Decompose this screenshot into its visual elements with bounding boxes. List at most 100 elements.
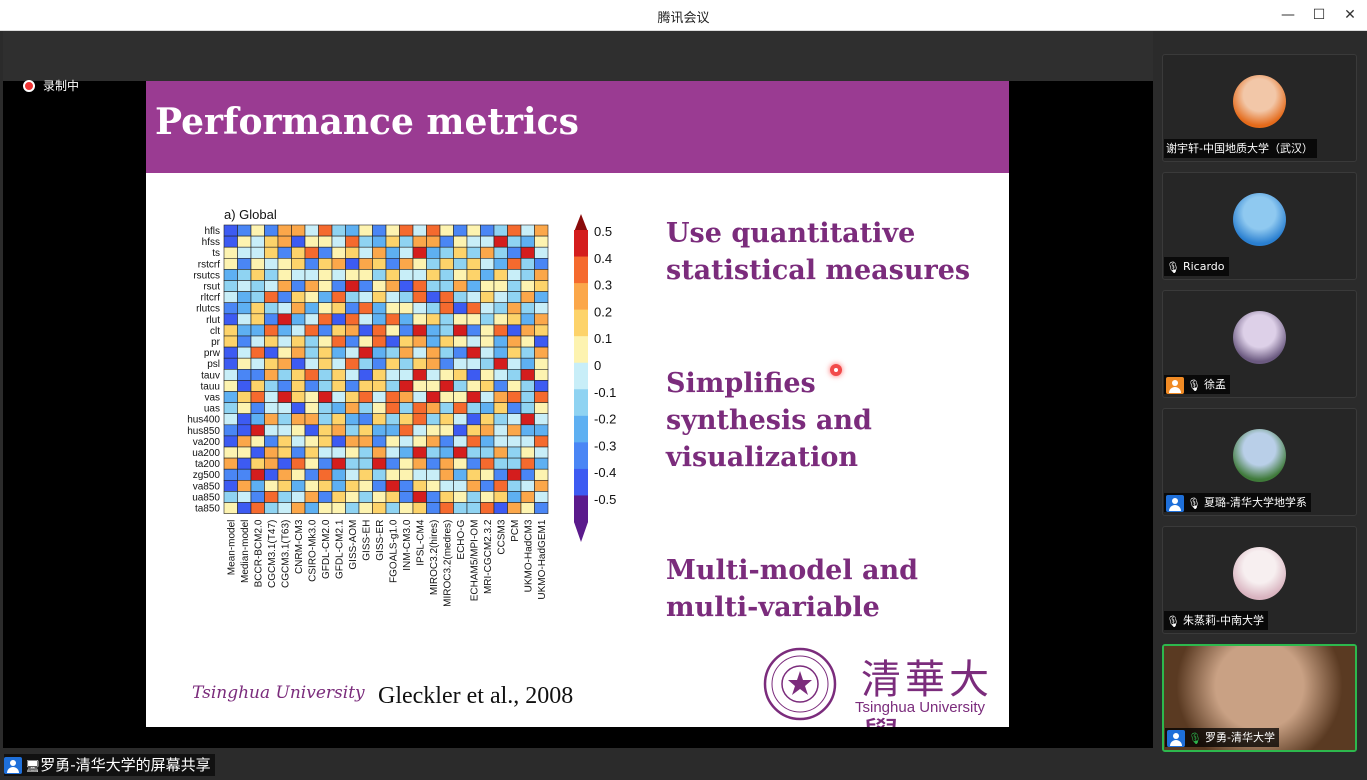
participant-tile[interactable]: 🎙 Ricardo (1162, 172, 1357, 280)
heatmap-cell (520, 291, 535, 303)
screen-share-label[interactable]: 🖥罗勇-清华大学的屏幕共享 (4, 754, 215, 776)
heatmap-cell (237, 280, 252, 292)
heatmap-cell (250, 302, 265, 315)
participant-name: 🎙 Ricardo (1164, 257, 1229, 276)
heatmap-cell (453, 391, 468, 403)
heatmap-cell (358, 257, 373, 270)
heatmap-cell (480, 435, 495, 448)
heatmap-cell (237, 424, 252, 437)
row-label: va850 (193, 481, 221, 492)
heatmap-cell (264, 413, 279, 426)
heatmap-cell (250, 346, 265, 359)
heatmap-cell (237, 357, 252, 370)
heatmap-cell (358, 235, 373, 248)
heatmap-cell (372, 291, 387, 303)
heatmap-cell (412, 502, 427, 514)
heatmap-cell (385, 402, 400, 415)
heatmap-cell (385, 413, 400, 426)
heatmap-cell (439, 457, 454, 470)
heatmap-cell (399, 502, 414, 514)
maximize-button[interactable]: ☐ (1312, 7, 1326, 23)
heatmap-cell (250, 491, 265, 503)
heatmap-cell (507, 324, 522, 337)
colorbar-segment (574, 362, 588, 390)
heatmap-cell (358, 413, 373, 426)
heatmap-cell (439, 235, 454, 248)
row-label: hus850 (187, 426, 220, 437)
heatmap-cell (237, 346, 252, 359)
heatmap-cell (385, 391, 400, 403)
heatmap-cell (480, 335, 495, 348)
heatmap-cell (385, 479, 400, 492)
participant-tile[interactable]: 🎙 徐孟 (1162, 290, 1357, 398)
heatmap-cell (480, 446, 495, 459)
heatmap-cell (439, 324, 454, 337)
heatmap-cell (264, 246, 279, 259)
minimize-button[interactable]: — (1281, 7, 1295, 23)
participant-tile[interactable]: 🎙 朱蒸莉-中南大学 (1162, 526, 1357, 634)
heatmap-cell (318, 280, 333, 292)
heatmap-cell (426, 346, 441, 359)
heatmap-cell (372, 257, 387, 270)
heatmap-cell (439, 313, 454, 326)
heatmap-cell (466, 435, 481, 448)
heatmap-cell (318, 324, 333, 337)
column-label: GFDL-CM2.1 (335, 519, 346, 579)
heatmap-cell (304, 457, 319, 470)
heatmap-cell (426, 313, 441, 326)
heatmap-cell (466, 391, 481, 403)
heatmap-cell (507, 357, 522, 370)
colorbar-segment (574, 389, 588, 417)
heatmap-cell (439, 424, 454, 437)
person-icon (1166, 376, 1184, 394)
row-label: tauu (201, 381, 220, 392)
heatmap-cell (480, 413, 495, 426)
university-seal-icon (763, 647, 837, 721)
heatmap-cell (399, 468, 414, 481)
colorbar-segment (574, 442, 588, 470)
heatmap-cell (264, 369, 279, 381)
avatar (1233, 547, 1286, 600)
close-button[interactable]: ✕ (1344, 7, 1356, 23)
heatmap-cell (318, 457, 333, 470)
row-label: zg500 (193, 470, 221, 481)
heatmap-cell (291, 269, 306, 281)
heatmap-cell (466, 224, 481, 237)
heatmap-cell (534, 402, 549, 415)
participant-tile-active-speaker[interactable]: 🎙 罗勇-清华大学 (1162, 644, 1357, 752)
heatmap-cell (385, 491, 400, 503)
heatmap-cell (345, 391, 360, 403)
heatmap-cell (493, 357, 508, 370)
heatmap-cell (507, 257, 522, 270)
recording-indicator[interactable]: 录制中 (23, 77, 79, 94)
heatmap-cell (331, 391, 346, 403)
heatmap-cell (223, 402, 238, 415)
heatmap-cell (439, 280, 454, 292)
heatmap-cell (426, 224, 441, 237)
heatmap-cell (331, 257, 346, 270)
heatmap-cell (507, 302, 522, 315)
person-icon (1167, 729, 1185, 747)
colorbar-segment (574, 336, 588, 364)
heatmap-cell (412, 324, 427, 337)
heatmap-cell (534, 280, 549, 292)
heatmap-cell (385, 357, 400, 370)
heatmap-cell (277, 446, 292, 459)
heatmap-cell (399, 457, 414, 470)
participant-tile[interactable]: 谢宇轩-中国地质大学（武汉） (1162, 54, 1357, 162)
heatmap-cell (453, 257, 468, 270)
heatmap-cell (345, 269, 360, 281)
heatmap-cell (318, 291, 333, 303)
heatmap-cell (412, 446, 427, 459)
heatmap-cell (331, 369, 346, 381)
heatmap-cell (358, 468, 373, 481)
heatmap-cell (237, 335, 252, 348)
heatmap-cell (318, 269, 333, 281)
heatmap-cell (264, 313, 279, 326)
heatmap-cell (426, 491, 441, 503)
heatmap-cell (331, 491, 346, 503)
heatmap-cell (399, 391, 414, 403)
heatmap-cell (507, 313, 522, 326)
heatmap-cell (493, 435, 508, 448)
participant-tile[interactable]: 🎙 夏璐-清华大学地学系 (1162, 408, 1357, 516)
